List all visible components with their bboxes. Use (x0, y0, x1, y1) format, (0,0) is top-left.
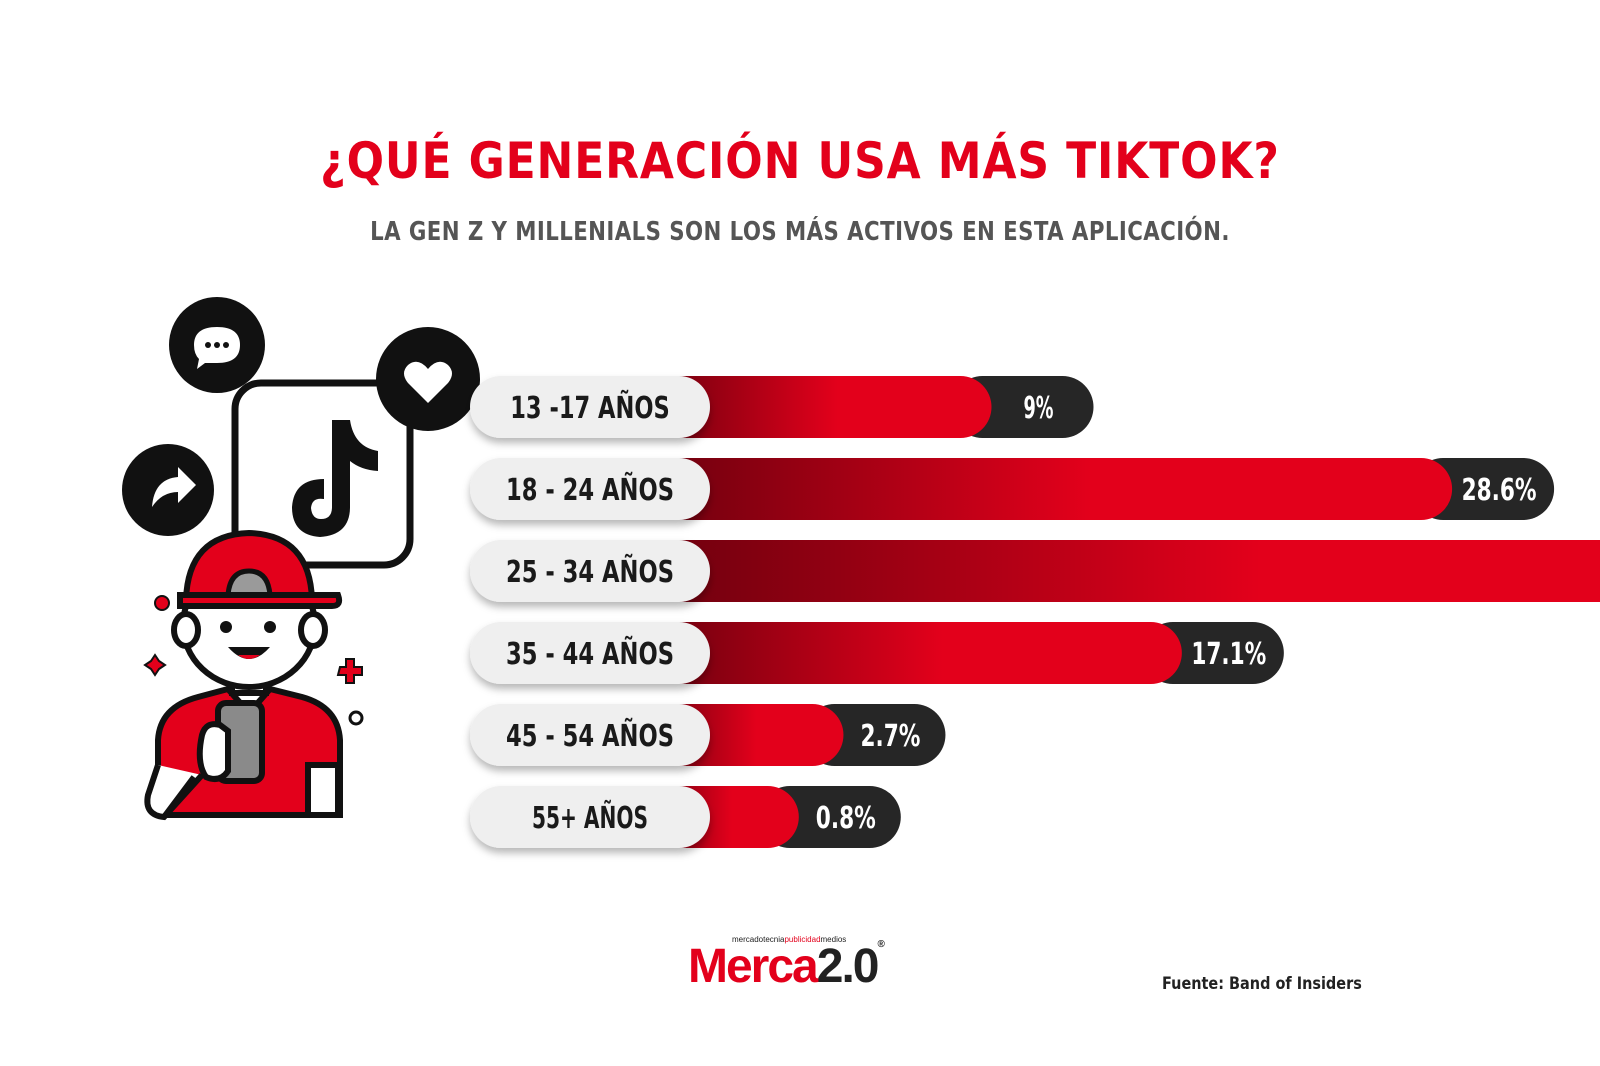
chat-icon (169, 297, 265, 393)
category-label: 18 - 24 AÑOS (506, 471, 674, 508)
category-pill (470, 376, 710, 438)
bar-row: 35 - 44 AÑOS 17.1% (470, 622, 1284, 684)
value-label: 28.6% (1462, 473, 1537, 508)
category-label: 35 - 44 AÑOS (506, 635, 674, 672)
chart-title: ¿QUÉ GENERACIÓN USA MÁS TIKTOK? (320, 132, 1280, 190)
logo-wordmark: Merca2.0® (688, 939, 885, 993)
category-pill (470, 786, 710, 848)
value-label: 2.7% (860, 719, 920, 754)
bar (650, 376, 992, 438)
share-icon (122, 444, 214, 536)
category-label: 55+ AÑOS (532, 799, 648, 836)
source-note: Fuente: Band of Insiders (1162, 974, 1362, 994)
bar-row: 13 -17 AÑOS 9% (470, 376, 1094, 438)
category-pill (470, 622, 710, 684)
category-pill (470, 704, 710, 766)
value-label: 0.8% (816, 801, 876, 836)
bar-row: 45 - 54 AÑOS 2.7% (470, 704, 946, 766)
bar-row: 18 - 24 AÑOS 28.6% (470, 458, 1555, 520)
heart-icon (376, 327, 480, 431)
value-label: 17.1% (1191, 637, 1266, 672)
bar (650, 458, 1453, 520)
bar-row: 25 - 34 AÑOS41.7% (470, 540, 1600, 602)
category-label: 25 - 34 AÑOS (506, 553, 674, 590)
bar (650, 622, 1182, 684)
bar (650, 540, 1600, 602)
logo-tagline: mercadotecniapublicidadmedios (732, 935, 847, 944)
chart-subtitle: LA GEN Z Y MILLENIALS SON LOS MÁS ACTIVO… (370, 217, 1230, 247)
category-label: 13 -17 AÑOS (510, 389, 670, 426)
user-with-phone-icon (122, 297, 480, 821)
tiktok-logo-icon (231, 379, 414, 569)
category-label: 45 - 54 AÑOS (506, 717, 674, 754)
value-label: 9% (1024, 391, 1054, 426)
category-pill (470, 540, 710, 602)
category-pill (470, 458, 710, 520)
bar-row: 55+ AÑOS 0.8% (470, 786, 901, 848)
